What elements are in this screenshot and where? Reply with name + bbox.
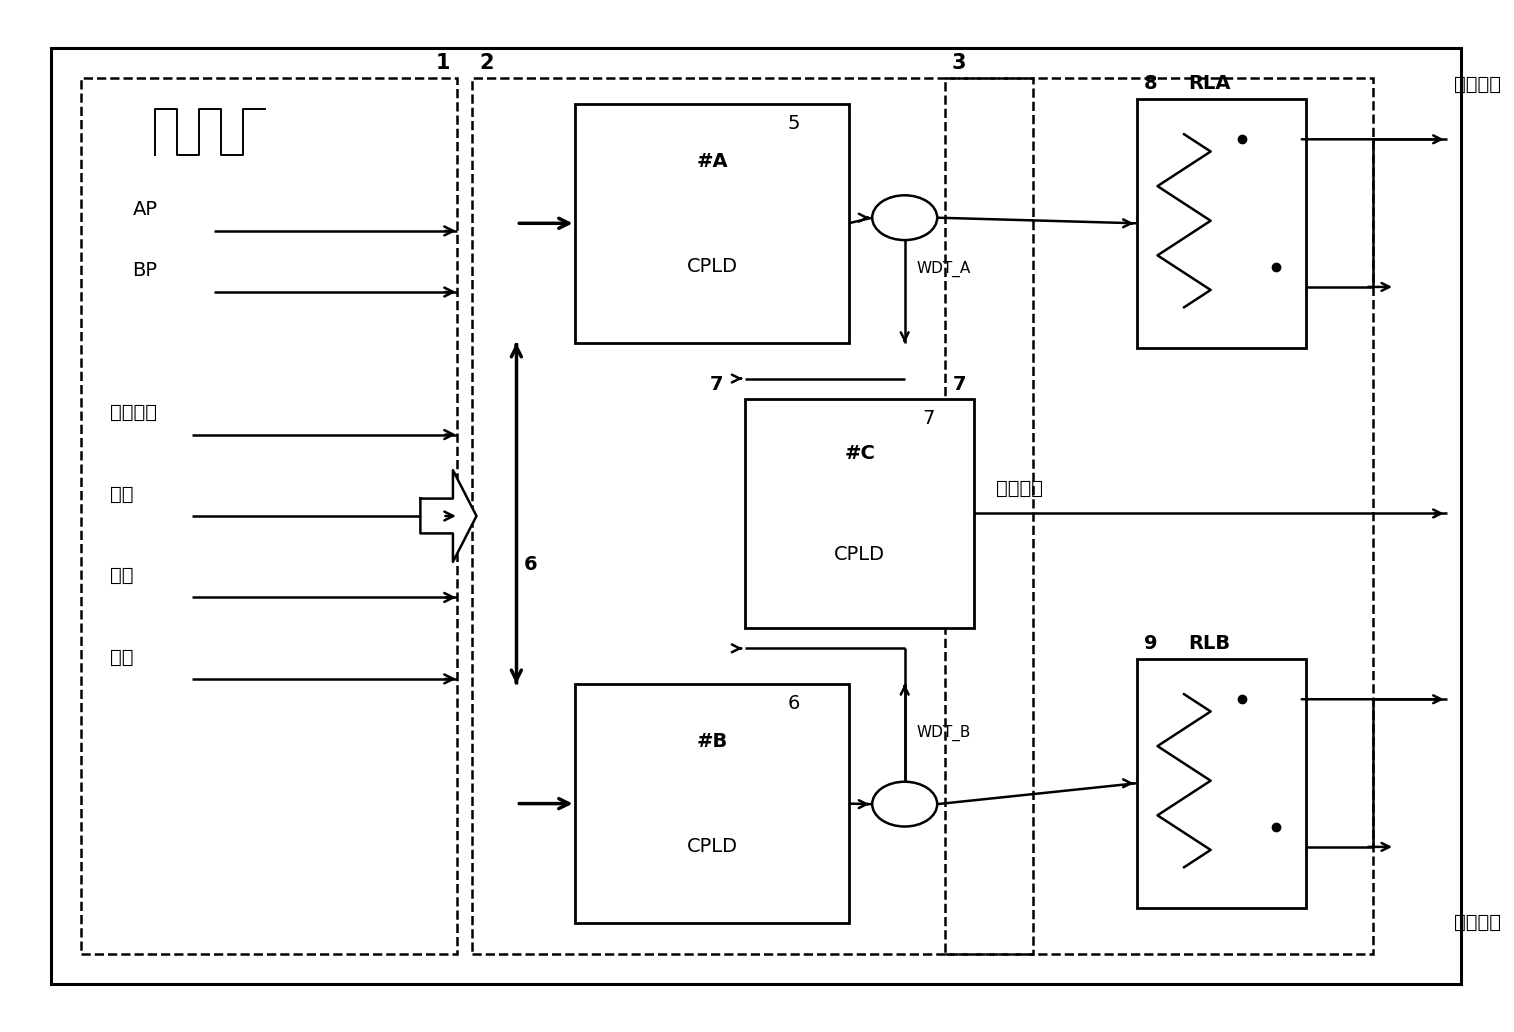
- Text: BP: BP: [132, 261, 157, 280]
- Text: AP: AP: [132, 200, 157, 219]
- Text: CPLD: CPLD: [686, 837, 737, 857]
- Bar: [575, 684, 848, 924]
- Text: 运行: 运行: [111, 648, 133, 667]
- Text: 下行: 下行: [111, 567, 133, 585]
- Text: WDT_A: WDT_A: [916, 261, 970, 278]
- Text: 安全回路: 安全回路: [1453, 74, 1500, 94]
- Text: 2: 2: [480, 53, 494, 73]
- Bar: [945, 78, 1373, 954]
- Bar: [745, 399, 974, 628]
- Circle shape: [872, 195, 937, 240]
- Bar: [80, 78, 457, 954]
- Text: 5: 5: [787, 114, 801, 133]
- Text: CPLD: CPLD: [834, 545, 886, 565]
- Text: #B: #B: [696, 732, 728, 751]
- Circle shape: [872, 781, 937, 827]
- Text: 1: 1: [436, 53, 450, 73]
- Text: 上行: 上行: [111, 485, 133, 504]
- Text: 3: 3: [952, 53, 966, 73]
- Text: RLB: RLB: [1188, 635, 1231, 653]
- Bar: [1137, 99, 1307, 348]
- Text: 7: 7: [710, 375, 724, 394]
- Text: 6: 6: [787, 695, 799, 713]
- Text: RLA: RLA: [1188, 74, 1231, 94]
- Text: 8: 8: [1145, 74, 1158, 94]
- Text: #A: #A: [696, 152, 728, 170]
- Text: #C: #C: [845, 445, 875, 463]
- Text: 6: 6: [524, 555, 537, 574]
- Bar: [472, 78, 1033, 954]
- Text: 7: 7: [954, 375, 967, 394]
- Text: 报警输出: 报警输出: [996, 479, 1043, 498]
- Polygon shape: [421, 471, 477, 561]
- Text: CPLD: CPLD: [686, 257, 737, 276]
- Text: 安全回路: 安全回路: [1453, 913, 1500, 932]
- Text: 7: 7: [922, 409, 934, 428]
- Text: WDT_B: WDT_B: [916, 724, 970, 741]
- Text: 高速运行: 高速运行: [111, 404, 157, 422]
- Bar: [575, 103, 848, 343]
- Text: 9: 9: [1145, 635, 1157, 653]
- Bar: [1137, 658, 1307, 908]
